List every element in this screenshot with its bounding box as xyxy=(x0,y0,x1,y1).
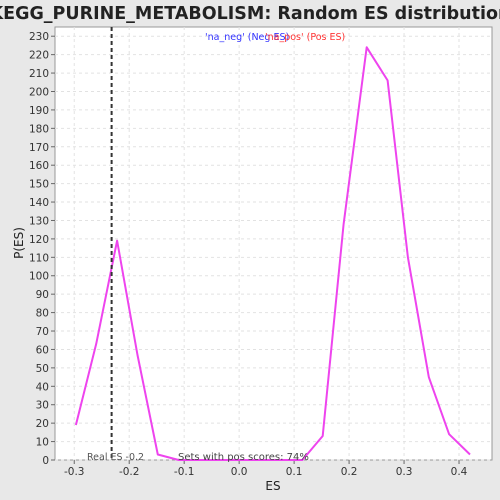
series-line xyxy=(74,46,471,461)
grid-layer xyxy=(55,27,492,461)
y-tick-label: 170 xyxy=(29,142,49,154)
y-tick-label: 230 xyxy=(29,31,49,43)
y-tick-label: 80 xyxy=(36,308,49,320)
x-tick-label: 0.2 xyxy=(341,466,358,478)
y-tick-label: 20 xyxy=(36,418,49,430)
y-tick-label: 70 xyxy=(36,326,49,338)
plot-area xyxy=(54,26,493,461)
series-layer xyxy=(74,46,471,461)
pos-scores-annotation: Sets with pos scores: 74% xyxy=(178,452,309,463)
y-tick-label: 190 xyxy=(29,105,49,117)
legend-entry: 'na_neg' (Neg ES) xyxy=(205,32,289,43)
x-tick-label: -0.2 xyxy=(119,466,140,478)
y-tick-label: 110 xyxy=(29,252,49,264)
x-tick-label: 0.1 xyxy=(286,466,303,478)
y-tick-label: 160 xyxy=(29,160,49,172)
x-axis-label: ES xyxy=(265,479,280,493)
y-tick-label: 50 xyxy=(36,363,49,375)
y-tick-label: 60 xyxy=(36,344,49,356)
y-tick-label: 210 xyxy=(29,68,49,80)
x-tick-label: -0.3 xyxy=(64,466,85,478)
y-tick-label: 0 xyxy=(42,455,49,467)
y-tick-label: 10 xyxy=(36,437,49,449)
x-tick-label: 0.4 xyxy=(451,466,468,478)
x-tick-label: 0.3 xyxy=(396,466,413,478)
y-tick-label: 40 xyxy=(36,381,49,393)
y-tick-label: 150 xyxy=(29,179,49,191)
axes-layer: 0 10 20 30 40 50 60 70 80 90 100 110 120 130 140 150 160… xyxy=(29,31,468,478)
annotation-layer: Real ES -0.2 Sets with pos scores: 74% 'na… xyxy=(87,27,345,463)
chart-title: KEGG_PURINE_METABOLISM: Random ES distri… xyxy=(0,4,500,24)
y-tick-label: 200 xyxy=(29,86,49,98)
y-tick-label: 180 xyxy=(29,123,49,135)
y-tick-label: 30 xyxy=(36,400,49,412)
y-axis-label: P(ES) xyxy=(12,227,26,259)
y-tick-label: 100 xyxy=(29,271,49,283)
y-tick-label: 220 xyxy=(29,50,49,62)
y-tick-label: 90 xyxy=(36,289,49,301)
y-tick-label: 120 xyxy=(29,234,49,246)
y-tick-label: 130 xyxy=(29,215,49,227)
x-tick-label: 0.0 xyxy=(231,466,248,478)
legend-entry: 'na_pos' (Pos ES) xyxy=(265,32,345,43)
real-es-label: Real ES -0.2 xyxy=(87,452,144,463)
y-tick-label: 140 xyxy=(29,197,49,209)
x-tick-label: -0.1 xyxy=(174,466,195,478)
